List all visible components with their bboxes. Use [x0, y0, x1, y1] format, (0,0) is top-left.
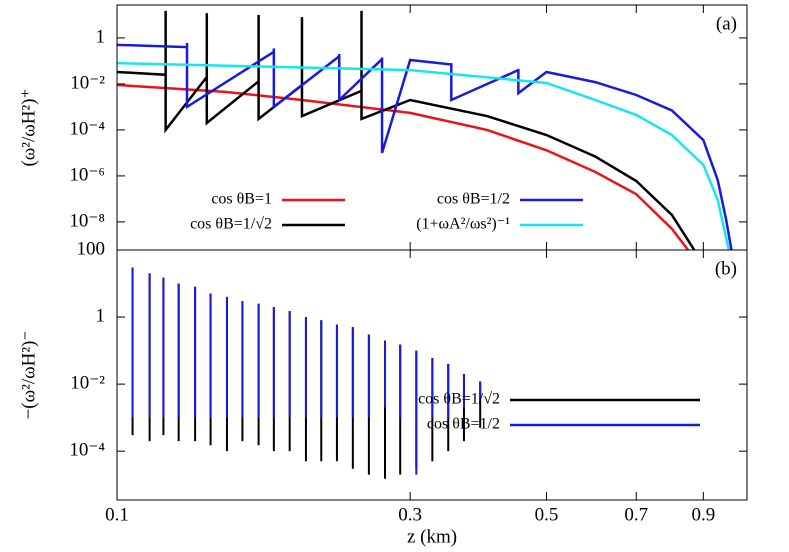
legend-label: cos θB=1/√2 — [190, 216, 272, 233]
legend-label: (1+ωA²/ωs²)⁻¹ — [416, 216, 510, 233]
x-tick-label: 0.3 — [398, 504, 422, 525]
x-tick-label: 0.1 — [105, 504, 129, 525]
y-tick-label: 10⁻⁶ — [69, 164, 105, 185]
series-line — [117, 10, 696, 250]
y-tick-label: 100 — [77, 238, 106, 259]
x-tick-label: 0.7 — [624, 504, 648, 525]
y-tick-label: 10⁻² — [70, 72, 105, 93]
y-tick-label: 1 — [96, 305, 106, 326]
plot-area — [117, 10, 733, 250]
y-axis-label: −(ω²/ωH²)⁻ — [18, 331, 39, 420]
panel-label: (b) — [715, 258, 737, 279]
series-line — [117, 61, 730, 250]
series-line — [117, 83, 690, 250]
plot-frame — [116, 4, 748, 251]
y-axis-label: (ω²/ωH²)⁺ — [18, 88, 39, 166]
x-tick-label: 0.5 — [535, 504, 559, 525]
y-tick-label: 10⁻² — [70, 372, 105, 393]
legend-label: cos θB=1/2 — [437, 191, 510, 208]
legend-label: cos θB=1 — [211, 191, 272, 208]
x-axis-label: z (km) — [407, 526, 457, 547]
panel-label: (a) — [716, 13, 737, 34]
plot-frame — [116, 249, 748, 501]
y-tick-label: 10⁻⁴ — [69, 118, 105, 139]
y-tick-label: 10⁻⁸ — [69, 210, 105, 231]
series-line — [117, 43, 733, 250]
legend-label: cos θB=1/2 — [427, 416, 500, 433]
x-tick-label: 0.9 — [691, 504, 715, 525]
y-tick-label: 1 — [96, 26, 106, 47]
legend-label: cos θB=1/√2 — [418, 391, 500, 408]
y-tick-label: 10⁻⁴ — [69, 440, 105, 461]
plot-area — [131, 267, 482, 479]
